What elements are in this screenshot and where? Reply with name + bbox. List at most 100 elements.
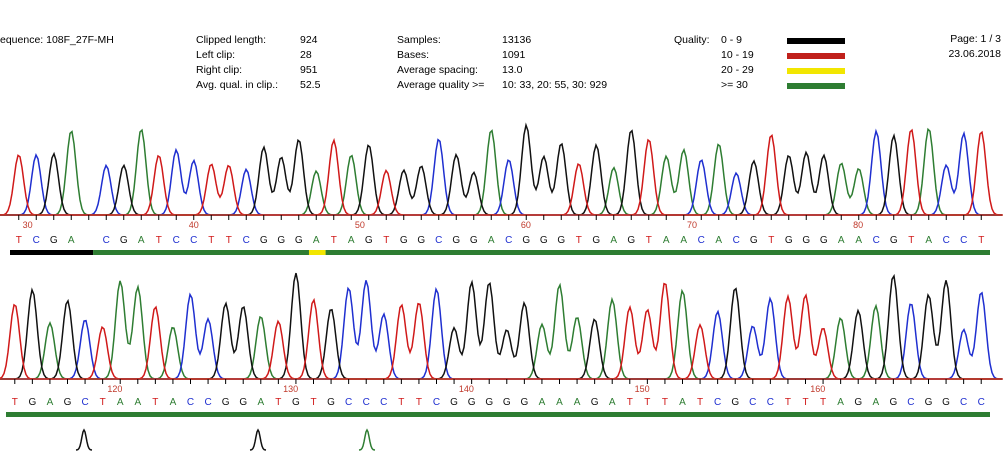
base-call-C: C [943,235,950,246]
quality-range-3: >= 30 [721,79,748,91]
base-call-G: G [785,235,793,246]
base-call-A: A [138,235,145,246]
base-call-G: G [942,397,950,408]
base-call-G: G [417,235,425,246]
quality-bar-segment [308,250,326,255]
base-call-A: A [872,397,879,408]
base-call-T: T [644,397,650,408]
base-call-A: A [679,397,686,408]
quality-range-1: 10 - 19 [721,49,754,61]
base-call-C: C [363,397,370,408]
base-call-C: C [505,235,512,246]
avg-quality-value: 10: 33, 20: 55, 30: 929 [502,79,608,91]
base-call-G: G [50,235,58,246]
trace-A [0,280,1002,380]
base-call-G: G [295,235,303,246]
base-call-G: G [520,397,528,408]
base-call-G: G [239,397,247,408]
clipped-length-value: 924 [300,34,318,46]
base-call-A: A [539,397,546,408]
panel-3-peak [249,428,267,451]
avg-spacing-label: Average spacing: [397,64,478,76]
base-call-G: G [731,397,739,408]
base-call-G: G [802,235,810,246]
base-call-T: T [383,235,389,246]
bases-value: 1091 [502,49,526,61]
base-call-G: G [260,235,268,246]
quality-range-0: 0 - 9 [721,34,743,46]
base-call-G: G [503,397,511,408]
base-call-C: C [173,235,180,246]
base-call-G: G [890,235,898,246]
base-call-A: A [134,397,141,408]
base-call-G: G [277,235,285,246]
base-call-T: T [100,397,106,408]
base-call-G: G [750,235,758,246]
base-call-G: G [854,397,862,408]
base-call-C: C [433,397,440,408]
base-call-A: A [663,235,670,246]
samples-label: Samples: [397,34,441,46]
base-call-T: T [802,397,808,408]
sequence-name: equence: 108F_27F-MH [0,34,114,46]
base-call-C: C [767,397,774,408]
stats-values-1: 924 28 951 52.5 [300,33,320,93]
base-call-A: A [715,235,722,246]
base-call-T: T [310,397,316,408]
avg-spacing-value: 13.0 [502,64,523,76]
base-call-A: A [838,235,845,246]
quality-swatch-0 [787,38,845,44]
base-call-T: T [627,397,633,408]
quality-bar-segment [10,250,94,255]
quality-range-2: 20 - 29 [721,64,754,76]
base-call-C: C [714,397,721,408]
quality-bar-segment [6,412,990,417]
base-call-T: T [646,235,652,246]
base-call-G: G [292,397,300,408]
quality-swatch-2 [787,68,845,74]
stats-values-2: 13136 1091 13.0 10: 33, 20: 55, 30: 929 [502,33,607,93]
base-call-A: A [117,397,124,408]
print-date: 23.06.2018 [948,48,1001,60]
base-call-A: A [313,235,320,246]
base-call-C: C [345,397,352,408]
avg-qual-value: 52.5 [300,79,321,91]
quality-legend-title: Quality: [674,34,710,46]
base-call-G: G [591,397,599,408]
position-label: 120 [107,384,122,394]
base-call-G: G [470,235,478,246]
base-call-C: C [187,397,194,408]
base-call-G: G [522,235,530,246]
base-call-A: A [170,397,177,408]
position-label: 50 [355,220,365,230]
base-call-A: A [855,235,862,246]
samples-value: 13136 [502,34,532,46]
base-call-C: C [435,235,442,246]
quality-swatch-1 [787,53,845,59]
avg-quality-label: Average quality >= [397,79,485,91]
base-call-G: G [820,235,828,246]
base-call-A: A [680,235,687,246]
panel-3-peak [75,428,93,451]
base-call-T: T [226,235,232,246]
base-call-G: G [327,397,335,408]
right-clip-value: 951 [300,64,318,76]
stats-labels-1: Clipped length: Left clip: Right clip: A… [196,33,278,93]
base-call-G: G [222,397,230,408]
base-call-T: T [576,235,582,246]
base-call-G: G [925,397,933,408]
base-call-G: G [468,397,476,408]
base-call-A: A [610,235,617,246]
base-call-C: C [698,235,705,246]
base-call-T: T [416,397,422,408]
position-label: 80 [853,220,863,230]
base-call-C: C [978,397,985,408]
trace-G [0,272,1002,380]
page-number: Page: 1 / 3 [950,33,1001,45]
position-label: 150 [635,384,650,394]
position-label: 160 [810,384,825,394]
position-label: 60 [521,220,531,230]
trace-T [0,282,1002,380]
base-call-A: A [68,235,75,246]
base-call-A: A [47,397,54,408]
